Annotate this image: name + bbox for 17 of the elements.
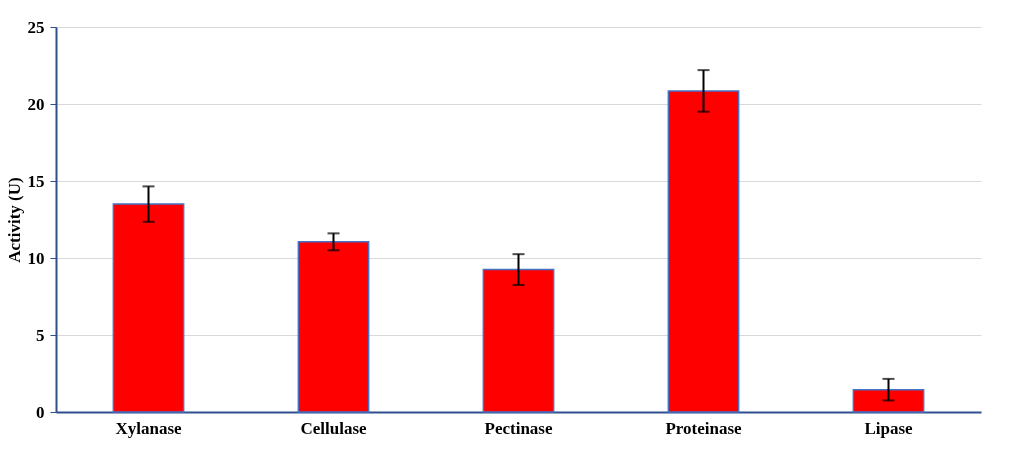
y-tick-label: 20 bbox=[27, 94, 45, 114]
x-tick-label: Pectinase bbox=[484, 418, 553, 438]
x-tick-label: Cellulase bbox=[300, 418, 368, 438]
y-tick-label: 5 bbox=[36, 325, 45, 345]
y-tick-label: 15 bbox=[27, 171, 45, 191]
bar bbox=[482, 268, 555, 413]
y-axis-title: Activity (U) bbox=[4, 177, 24, 263]
bar bbox=[667, 90, 740, 413]
y-tick-label: 0 bbox=[36, 402, 45, 422]
x-tick-label: Proteinase bbox=[665, 418, 743, 438]
x-tick-label: Xylanase bbox=[115, 418, 183, 438]
bar bbox=[852, 388, 925, 413]
y-tick-label: 10 bbox=[27, 248, 45, 268]
bar bbox=[297, 241, 370, 413]
x-tick-label: Lipase bbox=[864, 418, 914, 438]
bar bbox=[112, 203, 185, 413]
y-tick-label: 25 bbox=[27, 17, 45, 37]
